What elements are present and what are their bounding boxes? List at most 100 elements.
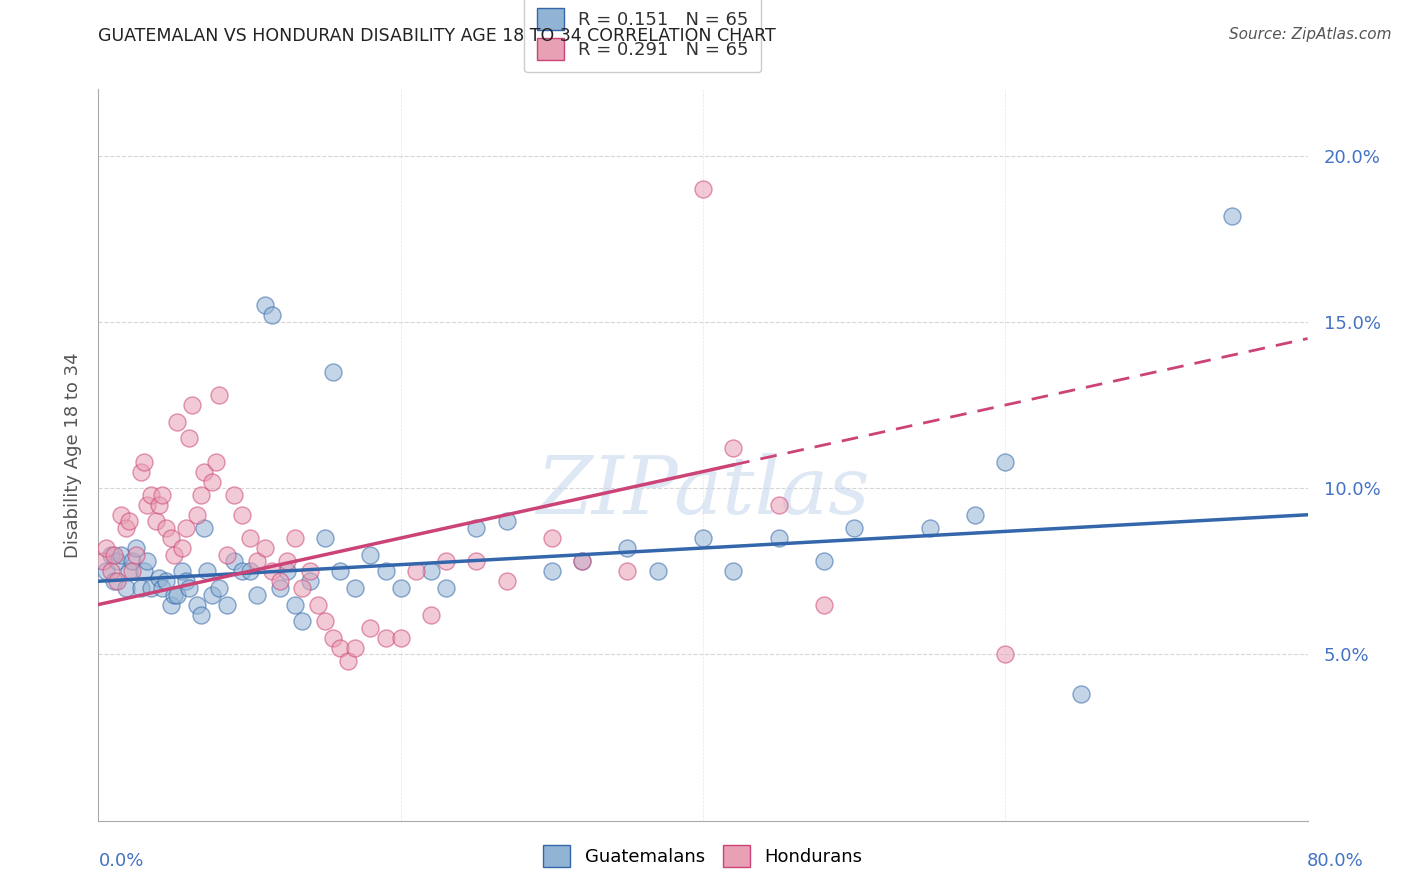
Point — [262, 564, 284, 578]
Point — [148, 571, 170, 585]
Point — [918, 521, 941, 535]
Legend: Guatemalans, Hondurans: Guatemalans, Hondurans — [536, 838, 870, 874]
Point — [193, 465, 215, 479]
Point — [174, 521, 197, 535]
Point — [125, 548, 148, 562]
Point — [150, 488, 173, 502]
Point — [495, 515, 517, 529]
Text: GUATEMALAN VS HONDURAN DISABILITY AGE 18 TO 34 CORRELATION CHART: GUATEMALAN VS HONDURAN DISABILITY AGE 18… — [98, 27, 776, 45]
Point — [239, 531, 262, 545]
Point — [215, 598, 238, 612]
Point — [186, 598, 208, 612]
Point — [360, 548, 382, 562]
Point — [253, 541, 276, 555]
Point — [269, 574, 291, 589]
Point — [269, 581, 291, 595]
Point — [160, 531, 183, 545]
Point — [170, 564, 193, 578]
Point — [540, 531, 562, 545]
Point — [329, 564, 352, 578]
Point — [389, 631, 412, 645]
Point — [110, 508, 132, 522]
Point — [135, 554, 157, 568]
Point — [616, 564, 638, 578]
Point — [571, 554, 593, 568]
Point — [322, 631, 344, 645]
Point — [389, 581, 412, 595]
Point — [155, 521, 177, 535]
Point — [299, 564, 322, 578]
Point — [276, 554, 298, 568]
Point — [844, 521, 866, 535]
Point — [141, 581, 163, 595]
Text: 80.0%: 80.0% — [1308, 852, 1364, 870]
Point — [193, 521, 215, 535]
Point — [174, 574, 197, 589]
Point — [813, 554, 835, 568]
Point — [195, 564, 218, 578]
Point — [276, 564, 298, 578]
Point — [100, 564, 122, 578]
Point — [94, 541, 117, 555]
Point — [329, 640, 352, 655]
Point — [205, 454, 228, 468]
Point — [291, 581, 314, 595]
Point — [105, 554, 128, 568]
Point — [105, 574, 128, 589]
Point — [155, 574, 177, 589]
Text: Source: ZipAtlas.com: Source: ZipAtlas.com — [1229, 27, 1392, 42]
Point — [135, 498, 157, 512]
Point — [768, 531, 790, 545]
Point — [253, 298, 276, 312]
Point — [813, 598, 835, 612]
Point — [360, 621, 382, 635]
Point — [246, 588, 269, 602]
Point — [170, 541, 193, 555]
Point — [114, 521, 136, 535]
Point — [768, 498, 790, 512]
Point — [262, 308, 284, 322]
Point — [495, 574, 517, 589]
Point — [181, 398, 204, 412]
Point — [465, 554, 488, 568]
Point — [465, 521, 488, 535]
Point — [434, 554, 457, 568]
Point — [314, 531, 336, 545]
Point — [145, 515, 167, 529]
Point — [201, 588, 224, 602]
Point — [224, 488, 246, 502]
Point — [692, 531, 714, 545]
Point — [299, 574, 322, 589]
Point — [163, 588, 186, 602]
Point — [374, 564, 396, 578]
Point — [1220, 209, 1243, 223]
Point — [723, 564, 745, 578]
Point — [434, 581, 457, 595]
Point — [291, 614, 314, 628]
Point — [1070, 687, 1092, 701]
Point — [723, 442, 745, 456]
Point — [160, 598, 183, 612]
Point — [314, 614, 336, 628]
Y-axis label: Disability Age 18 to 34: Disability Age 18 to 34 — [63, 352, 82, 558]
Point — [336, 654, 359, 668]
Point — [647, 564, 669, 578]
Point — [129, 465, 152, 479]
Point — [239, 564, 262, 578]
Point — [118, 564, 141, 578]
Text: ZIPatlas: ZIPatlas — [536, 453, 870, 530]
Point — [307, 598, 329, 612]
Point — [284, 531, 307, 545]
Point — [186, 508, 208, 522]
Point — [344, 581, 367, 595]
Point — [179, 581, 201, 595]
Point — [150, 581, 173, 595]
Point — [132, 454, 155, 468]
Point — [148, 498, 170, 512]
Point — [129, 581, 152, 595]
Point — [166, 588, 188, 602]
Text: 0.0%: 0.0% — [98, 852, 143, 870]
Point — [246, 554, 269, 568]
Legend: R = 0.151   N = 65, R = 0.291   N = 65: R = 0.151 N = 65, R = 0.291 N = 65 — [524, 0, 761, 72]
Point — [163, 548, 186, 562]
